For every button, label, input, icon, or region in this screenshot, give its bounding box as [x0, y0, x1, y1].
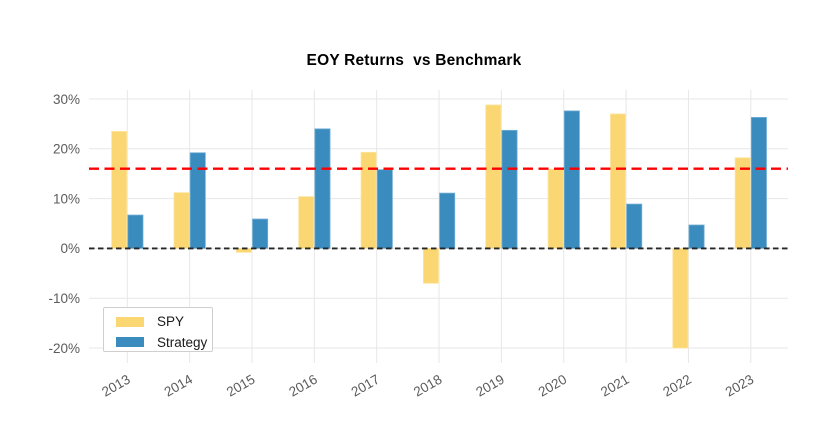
y-tick-label: 30%	[53, 92, 80, 107]
x-tick-label: 2021	[598, 372, 632, 400]
spy-color-swatch	[116, 316, 144, 327]
bar-spy-2014	[173, 192, 190, 249]
legend-item-spy: SPY	[116, 315, 212, 329]
chart-title: EOY Returns vs Benchmark	[306, 52, 522, 69]
x-tick-label: 2017	[349, 372, 383, 400]
x-tick-label: 2023	[723, 372, 757, 400]
bar-spy-2022	[672, 248, 689, 349]
bar-strategy-2015	[252, 218, 269, 249]
bar-spy-2016	[298, 196, 315, 249]
legend-label-strategy: Strategy	[157, 334, 208, 350]
bar-strategy-2020	[563, 110, 580, 249]
strategy-color-swatch	[116, 337, 144, 348]
legend-item-strategy: Strategy	[116, 334, 212, 350]
bar-strategy-2014	[189, 152, 206, 249]
bar-spy-2023	[734, 157, 751, 249]
bar-strategy-2018	[439, 192, 456, 249]
bar-strategy-2022	[688, 224, 705, 249]
x-tick-label: 2020	[536, 372, 570, 400]
bar-spy-2020	[547, 168, 564, 249]
y-tick-label: -20%	[48, 341, 80, 356]
x-tick-label: 2022	[660, 372, 694, 400]
y-tick-label: -10%	[48, 291, 80, 306]
x-tick-label: 2018	[411, 372, 445, 400]
bar-strategy-2016	[314, 128, 331, 249]
bar-spy-2019	[485, 104, 502, 249]
y-tick-label: 20%	[53, 142, 80, 157]
bar-spy-2021	[610, 113, 627, 249]
y-tick-label: 0%	[60, 241, 80, 256]
bar-strategy-2023	[750, 116, 767, 249]
bar-spy-2013	[111, 130, 128, 249]
chart-legend: SPY Strategy	[103, 307, 213, 352]
y-tick-label: 10%	[53, 191, 80, 206]
x-tick-label: 2014	[162, 371, 196, 399]
bar-strategy-2013	[127, 214, 144, 249]
x-tick-label: 2016	[286, 372, 320, 400]
legend-label-spy: SPY	[157, 314, 185, 329]
bar-strategy-2021	[626, 203, 643, 249]
bar-spy-2018	[422, 248, 439, 284]
x-tick-label: 2013	[99, 372, 133, 400]
x-tick-label: 2015	[224, 372, 258, 400]
bar-strategy-2019	[501, 129, 518, 249]
bar-strategy-2017	[376, 169, 393, 249]
x-tick-label: 2019	[473, 372, 507, 400]
bar-spy-2017	[360, 151, 377, 249]
